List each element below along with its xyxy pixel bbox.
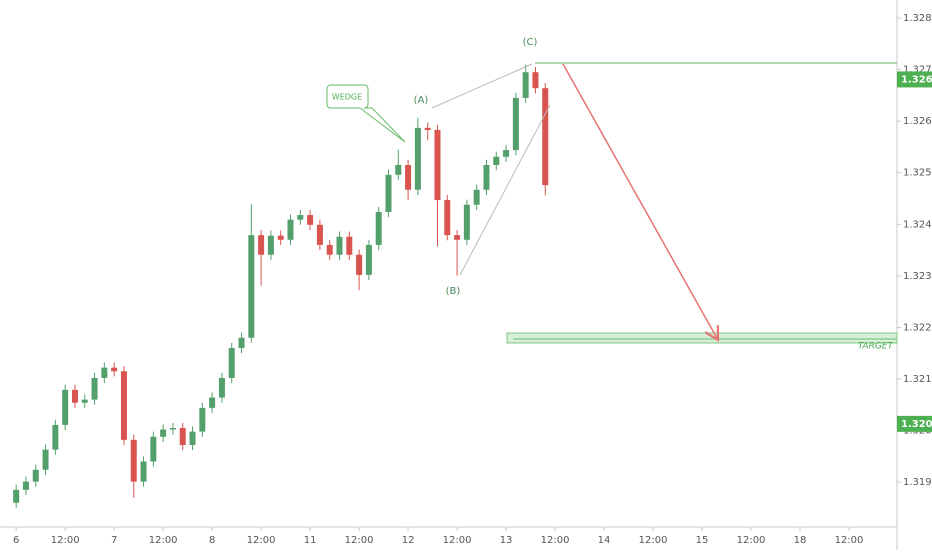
candle-body <box>277 235 284 240</box>
y-tick-label: 1.32800 <box>903 13 932 24</box>
candle-body <box>326 244 333 255</box>
y-tick-label: 1.32400 <box>903 219 932 230</box>
candle-body <box>503 150 510 157</box>
candle-body <box>81 399 88 403</box>
x-tick-label: 12:00 <box>149 535 178 546</box>
y-tick-label: 1.32300 <box>903 271 932 282</box>
candle-body <box>179 427 186 446</box>
wedge-label: WEDGE <box>332 93 362 102</box>
x-tick-label: 15 <box>696 535 709 546</box>
y-tick-label: 1.32500 <box>903 168 932 179</box>
x-tick-label: 12:00 <box>443 535 472 546</box>
candles <box>13 64 549 508</box>
candle-body <box>169 427 176 430</box>
x-tick-label: 18 <box>794 535 807 546</box>
x-tick-label: 6 <box>13 535 19 546</box>
candle-body <box>228 348 235 378</box>
projection-arrow <box>562 63 718 340</box>
x-tick-label: 7 <box>111 535 117 546</box>
y-tick-label: 1.32700 <box>903 65 932 76</box>
candle-body <box>218 377 225 398</box>
x-tick-label: 12:00 <box>835 535 864 546</box>
price-badge <box>897 415 932 432</box>
candle-body <box>375 211 382 245</box>
candle-body <box>522 72 529 98</box>
wedge-upper <box>431 63 533 109</box>
y-tick-label: 1.31900 <box>903 477 932 488</box>
candle-body <box>336 236 343 255</box>
candle-body <box>101 367 108 378</box>
candle-body <box>405 165 412 190</box>
candle-body <box>248 235 255 338</box>
candle-body <box>258 235 265 255</box>
candle-body <box>395 165 402 175</box>
candle-body <box>130 439 137 482</box>
price-badge <box>897 71 932 88</box>
candle-body <box>307 215 314 225</box>
x-tick-label: 12:00 <box>541 535 570 546</box>
wave-label: (C) <box>523 37 538 48</box>
candle-body <box>434 129 441 201</box>
candle-body <box>512 97 519 151</box>
candle-body <box>160 429 167 437</box>
candle-body <box>542 88 549 186</box>
y-tick-label: 1.32200 <box>903 322 932 333</box>
x-tick-label: 11 <box>304 535 317 546</box>
candle-body <box>424 127 431 130</box>
candle-body <box>91 377 98 400</box>
candle-body <box>414 127 421 190</box>
target-label: TARGET <box>858 342 895 352</box>
wave-label: (B) <box>446 286 461 297</box>
price-badge-label: 1.32013 <box>901 419 932 430</box>
candle-body <box>287 219 294 240</box>
candle-body <box>140 461 147 482</box>
x-tick-label: 12:00 <box>639 535 668 546</box>
candle-body <box>42 449 49 470</box>
candle-body <box>150 436 157 462</box>
candle-body <box>209 397 216 408</box>
candle-body <box>483 165 490 190</box>
candle-body <box>267 235 274 255</box>
candle-body <box>120 371 127 440</box>
candle-body <box>71 389 78 403</box>
candle-body <box>111 367 118 372</box>
x-tick-label: 14 <box>598 535 611 546</box>
candle-body <box>22 481 29 490</box>
candle-body <box>444 200 451 236</box>
candle-body <box>13 489 20 503</box>
x-tick-label: 8 <box>209 535 215 546</box>
candle-body <box>365 244 372 275</box>
wedge-callout <box>326 84 406 143</box>
candle-body <box>189 431 196 446</box>
x-tick-label: 12:00 <box>247 535 276 546</box>
candle-body <box>32 469 39 482</box>
candle-body <box>454 235 461 240</box>
candle-body <box>532 72 539 89</box>
x-tick-label: 12:00 <box>51 535 80 546</box>
candle-body <box>52 424 59 450</box>
candle-body <box>473 189 480 205</box>
y-tick-label: 1.32100 <box>903 374 932 385</box>
candle-body <box>199 407 206 432</box>
wave-label: (A) <box>414 95 429 106</box>
candle-body <box>493 156 500 166</box>
x-tick-label: 13 <box>500 535 513 546</box>
wedge-lower <box>459 104 551 276</box>
candle-body <box>62 389 69 425</box>
target-zone <box>506 332 898 344</box>
price-badge-label: 1.32681 <box>901 74 932 85</box>
candle-body <box>356 254 363 275</box>
x-tick-label: 12 <box>402 535 415 546</box>
x-tick-label: 12:00 <box>737 535 766 546</box>
candle-body <box>463 204 470 240</box>
candle-body <box>238 337 245 349</box>
candle-body <box>385 174 392 212</box>
candle-body <box>297 215 304 220</box>
candle-body <box>316 224 323 245</box>
y-tick-label: 1.32600 <box>903 116 932 127</box>
x-tick-label: 12:00 <box>345 535 374 546</box>
candle-body <box>346 236 353 255</box>
